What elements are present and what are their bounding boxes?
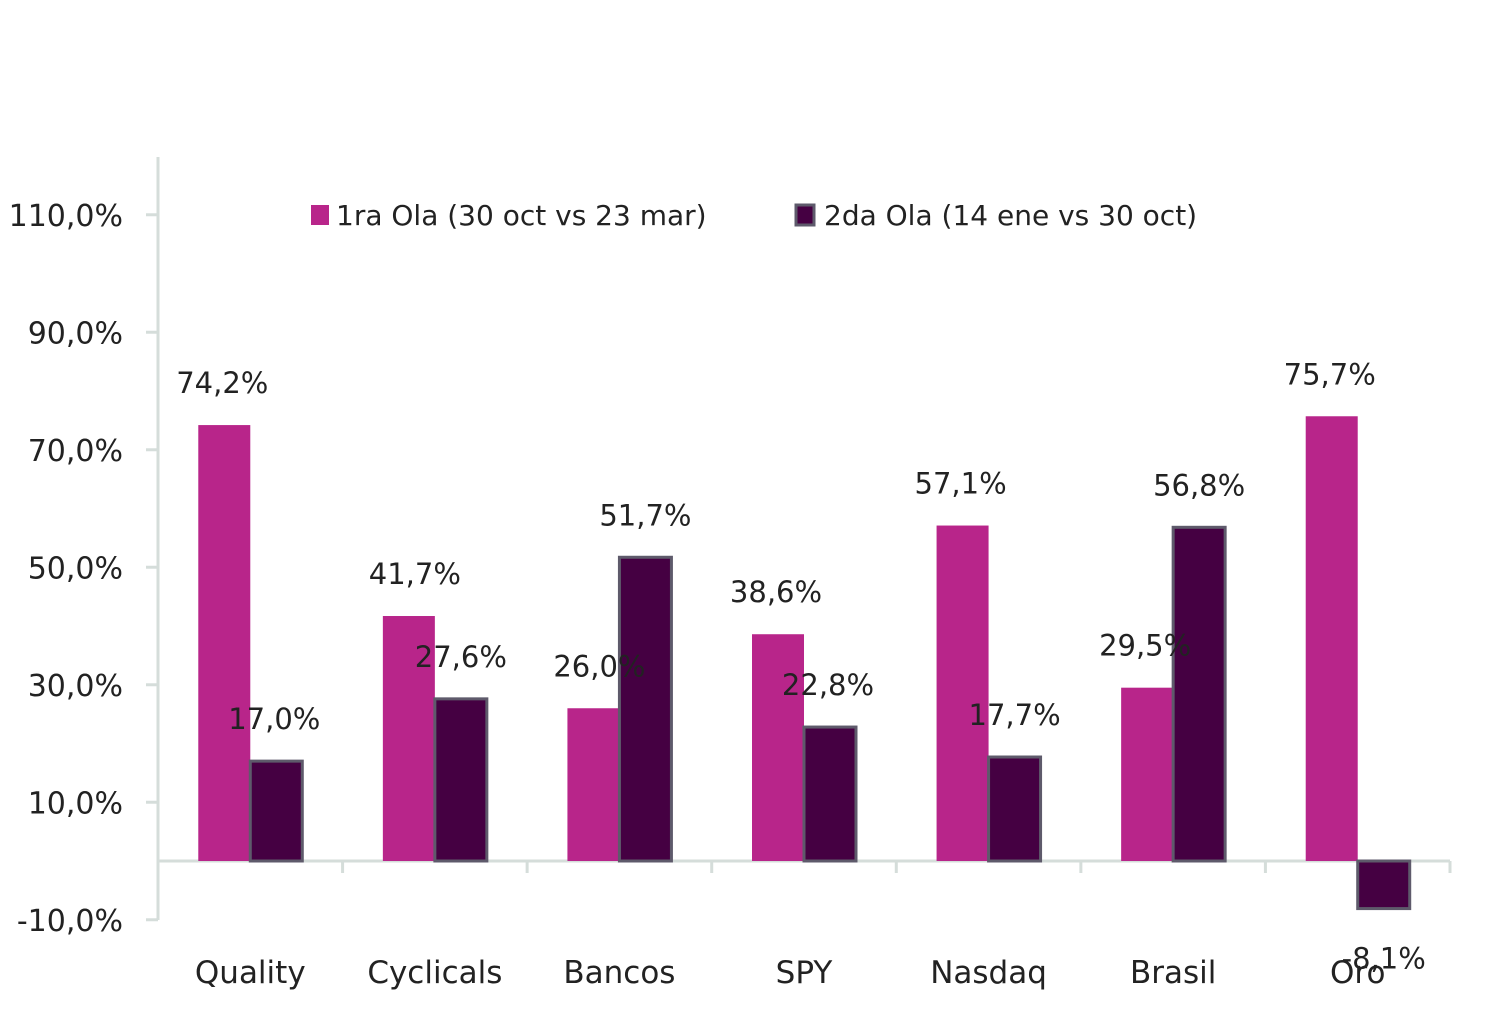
- bar-series-2: [617, 555, 673, 863]
- legend-swatch-2da-ola: [794, 203, 816, 227]
- bar-series-1: [198, 425, 251, 861]
- axes: -10,0% 10,0% 30,0% 50,0% 70,0% 90,0% 110,0% Qua…: [9, 157, 1452, 991]
- data-label-series-1: 75,7%: [1284, 357, 1376, 391]
- bar-series-1: [936, 525, 989, 861]
- y-tick-label: 30,0%: [28, 669, 123, 704]
- bar-series-2: [433, 697, 489, 863]
- legend: 1ra Ola (30 oct vs 23 mar) 2da Ola (14 e…: [311, 199, 1197, 232]
- y-tick-label: 50,0%: [28, 551, 123, 586]
- bar-series-1: [1305, 416, 1358, 861]
- data-label-series-1: 41,7%: [369, 557, 461, 591]
- bar-series-2: [1171, 525, 1227, 863]
- data-label-series-1: 26,0%: [553, 649, 645, 683]
- y-tick-label: 110,0%: [9, 199, 123, 234]
- data-label-series-2: 17,0%: [228, 702, 320, 736]
- bar-series-2: [802, 725, 858, 863]
- bar-series-1: [567, 708, 620, 861]
- data-label-series-2: 51,7%: [599, 498, 691, 532]
- x-category-label: SPY: [776, 955, 833, 991]
- bar-series-1: [1121, 687, 1174, 861]
- data-label-series-2: 27,6%: [415, 640, 507, 674]
- bar-series-2: [248, 759, 304, 863]
- x-category-label: Brasil: [1130, 955, 1216, 991]
- data-label-series-2: -8,1%: [1342, 942, 1426, 976]
- y-tick-label: 70,0%: [28, 434, 123, 469]
- bar-series-1: [382, 616, 435, 861]
- legend-swatch-1ra-ola: [311, 205, 329, 225]
- bar-series-2: [987, 755, 1043, 863]
- x-category-label: Cyclicals: [367, 955, 502, 991]
- data-label-series-2: 56,8%: [1153, 468, 1245, 502]
- legend-label-2da-ola: 2da Ola (14 ene vs 30 oct): [824, 199, 1197, 232]
- x-category-label: Oro: [1330, 955, 1385, 991]
- y-tick-label: 10,0%: [28, 786, 123, 821]
- bar-series-1: [752, 634, 804, 861]
- bars: [198, 416, 1412, 911]
- data-label-series-1: 29,5%: [1099, 629, 1191, 663]
- x-category-label: Quality: [195, 955, 306, 991]
- legend-label-1ra-ola: 1ra Ola (30 oct vs 23 mar): [336, 199, 707, 232]
- y-tick-label: -10,0%: [17, 904, 123, 939]
- data-label-series-1: 38,6%: [730, 575, 822, 609]
- x-category-label: Bancos: [563, 955, 675, 991]
- data-label-series-2: 22,8%: [782, 668, 874, 702]
- data-label-series-2: 17,7%: [969, 698, 1061, 732]
- y-tick-label: 90,0%: [28, 316, 123, 351]
- x-category-label: Nasdaq: [930, 955, 1047, 991]
- data-label-series-1: 74,2%: [176, 366, 268, 400]
- bar-series-2: [1356, 859, 1412, 911]
- data-label-series-1: 57,1%: [915, 467, 1007, 501]
- data-labels: 74,2% 17,0% 41,7% 27,6% 26,0% 51,7% 38,6% 22,8%…: [176, 357, 1426, 975]
